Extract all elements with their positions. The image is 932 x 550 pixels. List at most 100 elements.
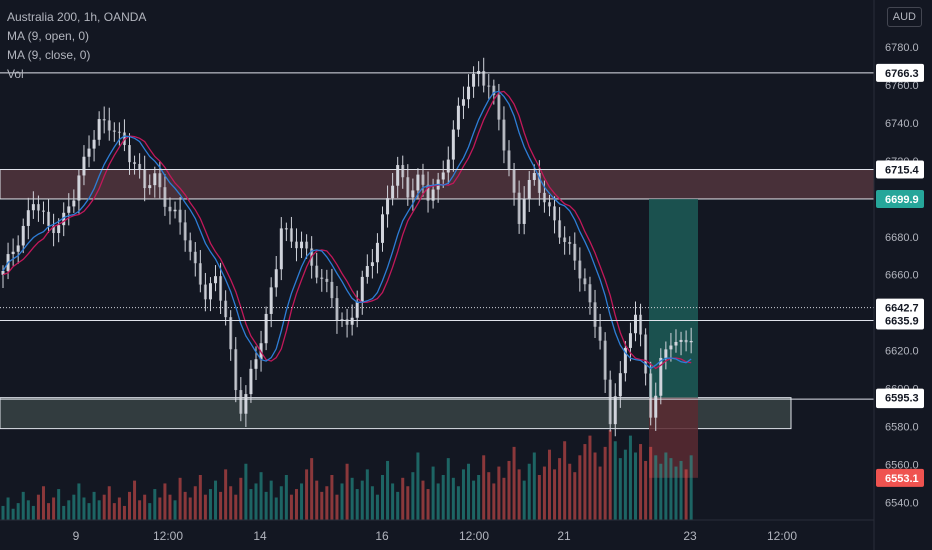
- volume-bar: [497, 466, 501, 520]
- legend-volume[interactable]: Vol: [7, 67, 24, 81]
- candle-body: [497, 95, 501, 120]
- last-price-label-bg: [876, 298, 924, 317]
- candle-body: [26, 210, 30, 226]
- ma-open-line: [2, 90, 692, 370]
- x-tick-label: 12:00: [767, 529, 797, 543]
- volume-bar: [507, 460, 511, 520]
- volume-bar: [623, 449, 627, 520]
- volume-bar: [467, 463, 471, 520]
- volume-bar: [1, 505, 5, 520]
- legend-ma-close[interactable]: MA (9, close, 0): [7, 48, 91, 62]
- volume-bar: [259, 472, 263, 520]
- candle-body: [52, 225, 56, 234]
- volume-bar: [421, 480, 425, 520]
- volume-bar: [92, 491, 96, 520]
- candle-body: [472, 73, 476, 87]
- candle-body: [330, 281, 334, 299]
- candle-body: [553, 206, 557, 221]
- volume-bar: [62, 505, 66, 520]
- candle-body: [659, 357, 663, 396]
- volume-bar: [133, 480, 137, 520]
- volume-bar: [542, 466, 546, 520]
- volume-bar: [274, 497, 278, 520]
- volume-bar: [188, 497, 192, 520]
- volume-bar: [411, 472, 415, 520]
- x-tick-label: 16: [375, 529, 389, 543]
- candle-body: [507, 150, 511, 170]
- volume-bar: [608, 430, 612, 520]
- candle-body: [441, 172, 445, 180]
- volume-bar: [568, 463, 572, 520]
- candle-body: [133, 162, 137, 164]
- candle-body: [345, 319, 349, 325]
- y-tick-label: 6620.0: [885, 346, 919, 358]
- volume-bar: [11, 508, 15, 520]
- candle-body: [547, 202, 551, 207]
- volume-bar: [603, 446, 607, 520]
- volume-bar: [315, 480, 319, 520]
- price-axis: 6540.06560.06580.06600.06620.06640.06660…: [873, 0, 932, 550]
- volume-bar: [669, 458, 673, 520]
- volume-bar: [583, 444, 587, 520]
- candle-body: [289, 228, 293, 242]
- volume-bar: [573, 472, 577, 520]
- x-tick-label: 12:00: [153, 529, 183, 543]
- candle-body: [335, 298, 339, 321]
- volume-bar: [401, 477, 405, 520]
- y-tick-label: 6680.0: [885, 232, 919, 244]
- candle-body: [532, 173, 536, 180]
- volume-bar: [148, 503, 152, 520]
- volume-bar: [502, 477, 506, 520]
- candle-body: [92, 139, 96, 149]
- candle-body: [644, 334, 648, 374]
- volume-bar: [634, 452, 637, 520]
- volume-bar: [679, 460, 683, 520]
- candle-body: [325, 278, 329, 282]
- level-label-1-bg: [876, 160, 924, 179]
- volume-bar: [456, 486, 460, 520]
- volume-bar: [193, 486, 197, 520]
- candle-body: [264, 313, 268, 344]
- candle-body: [446, 159, 450, 173]
- volume-bar: [122, 505, 126, 520]
- volume-bar: [26, 500, 30, 520]
- volume-bar: [97, 500, 101, 520]
- legend-symbol[interactable]: Australia 200, 1h, OANDA: [7, 10, 147, 24]
- candle-body: [639, 314, 643, 335]
- candle-body: [679, 339, 683, 342]
- volume-bar: [112, 503, 116, 520]
- volume-bar: [198, 475, 202, 520]
- candle-body: [467, 86, 471, 100]
- candle-body: [426, 184, 430, 201]
- volume-bar: [659, 463, 663, 520]
- y-tick-label: 6660.0: [885, 270, 919, 282]
- volume-bar: [219, 491, 223, 520]
- candle-body: [183, 222, 187, 241]
- legend-ma-open[interactable]: MA (9, open, 0): [7, 29, 90, 43]
- currency-button[interactable]: AUD: [886, 7, 922, 27]
- volume-bar: [375, 494, 379, 520]
- candle-body: [608, 379, 612, 425]
- candle-body: [401, 165, 405, 178]
- candle-body: [214, 276, 218, 284]
- candle-body: [128, 145, 131, 163]
- y-tick-label: 6740.0: [885, 118, 919, 130]
- volume-bar: [163, 483, 167, 520]
- volume-bar: [41, 486, 45, 520]
- volume-bar: [365, 469, 369, 520]
- candle-body: [112, 130, 116, 132]
- y-tick-label: 6540.0: [885, 498, 919, 510]
- candle-body: [57, 225, 61, 234]
- candle-body: [219, 276, 223, 301]
- volume-bar: [224, 469, 228, 520]
- volume-bar: [330, 475, 334, 520]
- volume-bar: [72, 494, 76, 520]
- candle-body: [487, 85, 491, 87]
- volume-bar: [355, 489, 359, 520]
- candle-body: [102, 119, 106, 121]
- level-label-2: 6635.9: [885, 316, 919, 328]
- candle-body: [234, 349, 238, 391]
- volume-bar: [294, 489, 298, 520]
- candle-body: [375, 242, 379, 263]
